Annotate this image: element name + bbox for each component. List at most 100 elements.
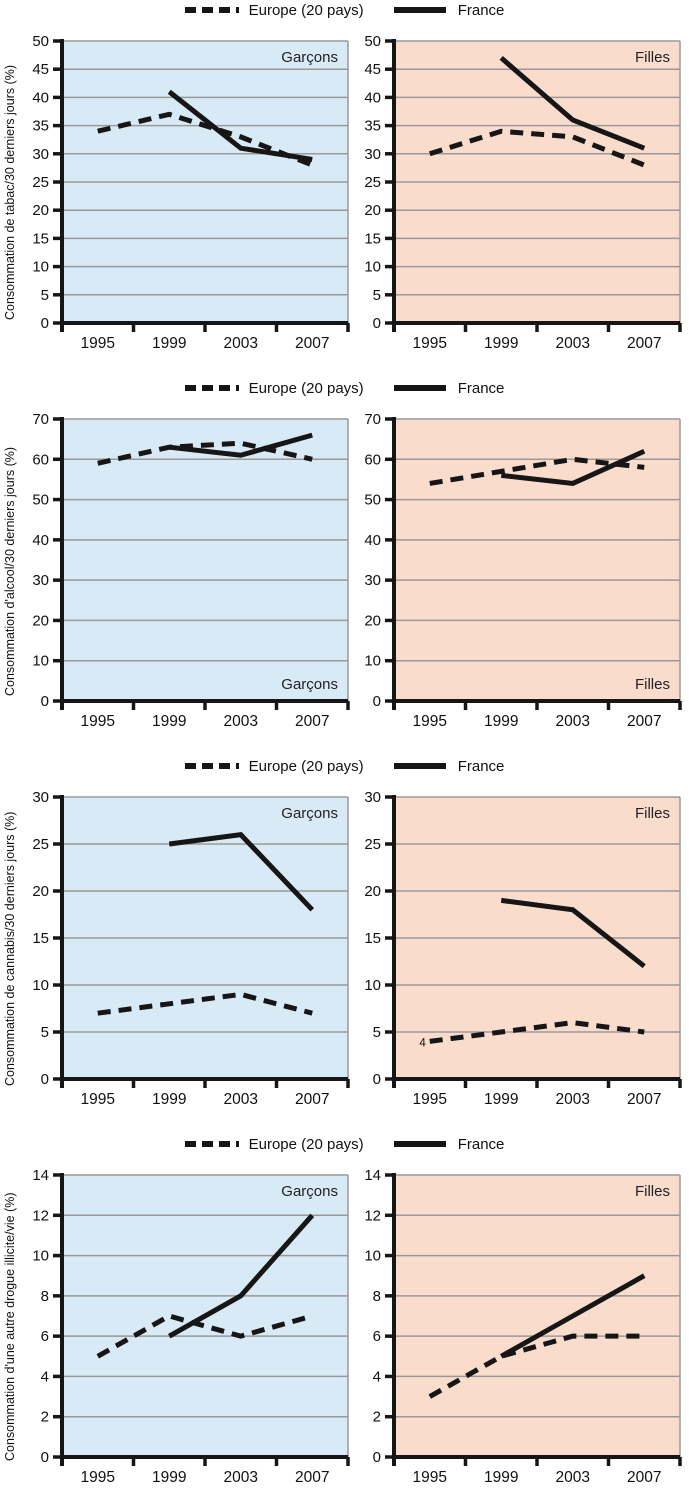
x-tick-label: 2007 xyxy=(295,335,329,352)
legend-europe-label: Europe (20 pays) xyxy=(248,379,364,397)
y-tick-label: 6 xyxy=(41,1328,49,1345)
legend-dashed-line-icon xyxy=(184,763,239,769)
y-tick-label: 30 xyxy=(364,146,381,163)
panel-label: Filles xyxy=(635,49,670,66)
y-tick-label: 40 xyxy=(32,89,49,106)
y-tick-label: 10 xyxy=(364,259,381,276)
x-tick-label: 1995 xyxy=(81,1469,115,1486)
y-tick-label: 0 xyxy=(41,1071,49,1088)
y-tick-label: 30 xyxy=(364,572,381,589)
plot-background xyxy=(394,1175,680,1457)
x-tick-label: 2007 xyxy=(627,1091,661,1108)
x-tick-label: 2003 xyxy=(224,335,258,352)
legend-solid-line-icon xyxy=(393,385,446,391)
plot-background xyxy=(394,419,680,701)
y-tick-label: 0 xyxy=(373,1449,381,1466)
series-line-europe xyxy=(97,111,314,168)
series-line-europe xyxy=(97,991,313,1016)
y-tick-label: 45 xyxy=(32,61,49,78)
legend-solid-line-icon xyxy=(393,1141,446,1147)
y-tick-label: 25 xyxy=(32,836,49,853)
legend-alcool: Europe (20 pays) France xyxy=(0,379,689,397)
chart-row-cannabis: Europe (20 pays) France Consommation de … xyxy=(0,757,689,1109)
plot-tabac-filles: 0 5 10 15 20 25 30 35 40 45 50 1995 1999 2003 2007 Fill… xyxy=(364,33,682,352)
y-tick-label: 60 xyxy=(364,451,381,468)
plot-background xyxy=(62,419,348,701)
y-tick-label: 0 xyxy=(373,1071,381,1088)
plot-drogue-garcons: 0 2 4 6 8 10 12 14 1995 1999 2003 2007 Garçons xyxy=(32,1167,350,1486)
chart-alcool-filles: 0 10 20 30 40 50 60 70 1995 1999 2003 2007 Filles xyxy=(352,411,689,731)
y-tick-label: 15 xyxy=(364,930,381,947)
chart-cannabis-garcons: Consommation de cannabis/30 derniers jou… xyxy=(0,789,352,1109)
y-tick-label: 0 xyxy=(373,315,381,332)
legend-cannabis: Europe (20 pays) France xyxy=(0,757,689,775)
y-tick-label: 2 xyxy=(373,1409,381,1426)
x-tick-label: 2003 xyxy=(224,1469,258,1486)
x-tick-label: 1995 xyxy=(81,1091,115,1108)
x-tick-label: 2003 xyxy=(224,713,258,730)
legend-solid-line-icon xyxy=(393,763,446,769)
y-tick-label: 5 xyxy=(373,287,381,304)
panel-label: Garçons xyxy=(281,805,338,822)
charts-cannabis: Consommation de cannabis/30 derniers jou… xyxy=(0,789,689,1109)
y-tick-label: 0 xyxy=(41,693,49,710)
y-tick-label: 0 xyxy=(41,1449,49,1466)
y-tick-label: 6 xyxy=(373,1328,381,1345)
plot-alcool-garcons: 0 10 20 30 40 50 60 70 1995 1999 2003 2007 Garçons xyxy=(32,411,350,730)
y-tick-label: 14 xyxy=(32,1167,49,1184)
x-tick-label: 1999 xyxy=(484,713,518,730)
y-axis-title-cannabis: Consommation de cannabis/30 derniers jou… xyxy=(3,811,17,1087)
x-tick-label: 1995 xyxy=(413,1091,447,1108)
y-tick-label: 15 xyxy=(364,230,381,247)
y-tick-label: 60 xyxy=(32,451,49,468)
x-tick-label: 2003 xyxy=(556,1091,590,1108)
plot-drogue-filles: 0 2 4 6 8 10 12 14 1995 1999 2003 2007 Filles xyxy=(364,1167,682,1486)
plot-cannabis-filles: 0 5 10 15 20 25 30 1995 1999 2003 2007 Filles 4 xyxy=(364,789,682,1108)
series-line-france xyxy=(168,1213,315,1339)
legend-europe-label: Europe (20 pays) xyxy=(248,1,364,19)
y-tick-label: 10 xyxy=(32,653,49,670)
series-line-france xyxy=(168,432,313,458)
y-tick-label: 30 xyxy=(32,572,49,589)
x-tick-label: 1999 xyxy=(484,335,518,352)
x-tick-label: 1995 xyxy=(81,713,115,730)
panel-label: Garçons xyxy=(281,1183,338,1200)
y-tick-label: 50 xyxy=(364,492,381,509)
chart-drogue-filles: 0 2 4 6 8 10 12 14 1995 1999 2003 2007 Filles xyxy=(352,1167,689,1487)
x-tick-label: 1999 xyxy=(152,335,186,352)
legend-dashed-line-icon xyxy=(184,7,239,13)
charts-tabac: Consommation de tabac/30 derniers jours … xyxy=(0,33,689,353)
x-tick-label: 1999 xyxy=(484,1469,518,1486)
panel-label: Filles xyxy=(635,1183,670,1200)
y-tick-label: 30 xyxy=(364,789,381,806)
y-tick-label: 20 xyxy=(32,883,49,900)
y-tick-label: 45 xyxy=(364,61,381,78)
legend-france-label: France xyxy=(457,379,505,397)
y-tick-label: 20 xyxy=(364,612,381,629)
x-tick-label: 1999 xyxy=(484,1091,518,1108)
y-tick-label: 10 xyxy=(364,977,381,994)
chart-cannabis-filles: 0 5 10 15 20 25 30 1995 1999 2003 2007 Filles 4 xyxy=(352,789,689,1109)
legend-tabac: Europe (20 pays) France xyxy=(0,1,689,19)
legend-solid-line-icon xyxy=(393,7,446,13)
panel-label: Garçons xyxy=(281,49,338,66)
y-tick-label: 20 xyxy=(364,883,381,900)
chart-alcool-garcons: Consommation d'alcool/30 derniers jours … xyxy=(0,411,352,731)
chart-row-drogue: Europe (20 pays) France Consommation d'u… xyxy=(0,1135,689,1487)
y-tick-label: 15 xyxy=(32,230,49,247)
x-tick-label: 2007 xyxy=(295,713,329,730)
y-tick-label: 40 xyxy=(364,532,381,549)
series-line-europe xyxy=(429,1020,645,1044)
x-tick-label: 1995 xyxy=(413,713,447,730)
series-line-europe xyxy=(428,128,646,168)
y-tick-label: 10 xyxy=(364,653,381,670)
chart-row-tabac: Europe (20 pays) France Consommation de … xyxy=(0,1,689,353)
plot-cannabis-garcons: 0 5 10 15 20 25 30 1995 1999 2003 2007 Garçons xyxy=(32,789,350,1108)
x-tick-label: 1999 xyxy=(152,713,186,730)
panel-label: Filles xyxy=(635,805,670,822)
legend-europe-label: Europe (20 pays) xyxy=(248,757,364,775)
y-tick-label: 20 xyxy=(32,612,49,629)
x-tick-label: 2007 xyxy=(295,1091,329,1108)
charts-drogue: Consommation d'une autre drogue illicite… xyxy=(0,1167,689,1487)
